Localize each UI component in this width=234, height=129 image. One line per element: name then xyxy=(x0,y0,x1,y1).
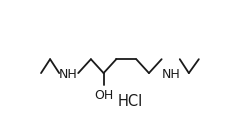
Text: NH: NH xyxy=(162,68,181,81)
Text: OH: OH xyxy=(94,89,113,102)
Text: NH: NH xyxy=(59,68,78,81)
Text: HCl: HCl xyxy=(117,94,143,109)
